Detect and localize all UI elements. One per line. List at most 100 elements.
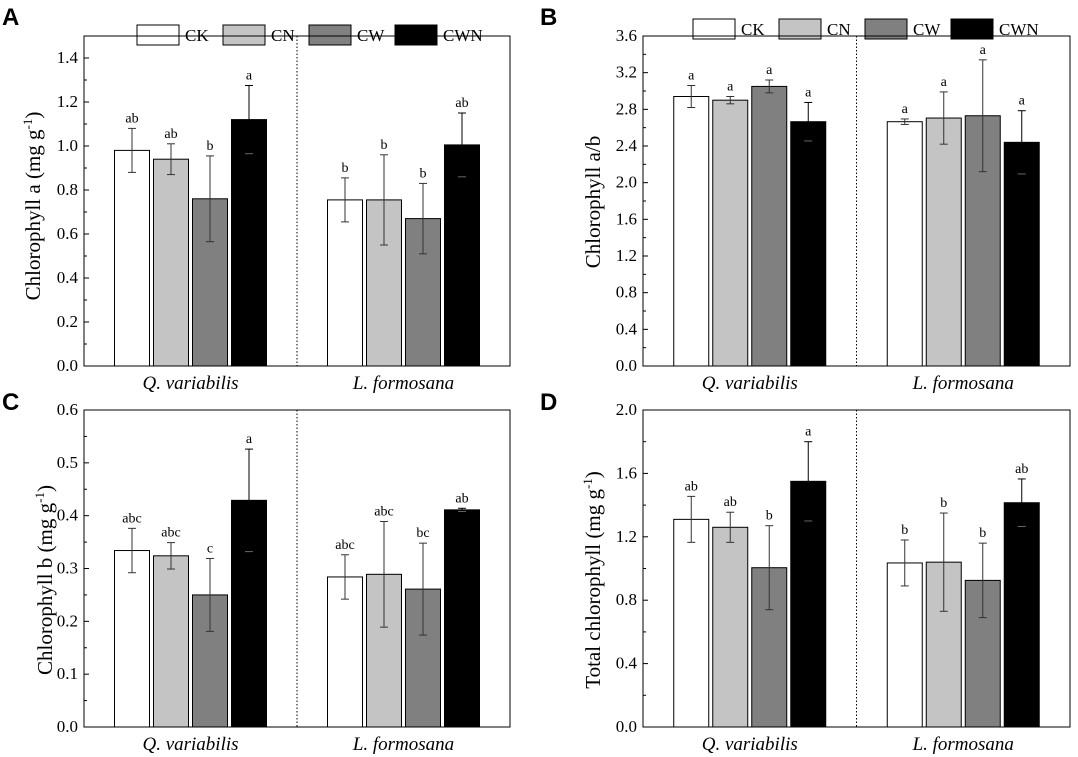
- significance-letter-cw-b: a: [766, 63, 773, 78]
- bar-ck-a: [327, 199, 363, 367]
- significance-letter-ck-c: abc: [335, 538, 354, 553]
- category-label-d: Q. variabilis: [702, 734, 798, 755]
- panel-a: A CK CN CW CWN 0.0 0.2 0.4 0.6 0.8 1.0 1.2 1.4 Q. v…: [2, 4, 511, 394]
- legend-swatch-ck: [692, 18, 736, 40]
- y-tick-label-b: 1.2: [616, 246, 637, 265]
- bar-cn-a: [153, 158, 189, 367]
- panel-letter-a: A: [2, 4, 19, 31]
- y-tick-label-a: 0.2: [57, 312, 78, 331]
- panel-letter-b: B: [540, 4, 557, 31]
- y-tick-label-c: 0.2: [57, 611, 78, 630]
- significance-letter-ck-d: ab: [685, 479, 698, 494]
- significance-letter-cw-b: a: [980, 43, 987, 58]
- y-tick-label-d: 1.2: [616, 527, 637, 546]
- category-label-d: L. formosana: [912, 734, 1014, 755]
- y-tick-label-a: 0.6: [57, 224, 78, 243]
- y-tick-label-b: 0.4: [616, 319, 638, 338]
- panel-b: B CK CN CW CWN 0.0 0.4 0.8 1.2 1.6 2.0 2.4 2.8 3.2 3…: [540, 4, 1071, 394]
- significance-letter-cn-b: a: [727, 80, 734, 95]
- bar-cwn-a: [231, 119, 267, 367]
- category-label-c: Q. variabilis: [142, 734, 238, 755]
- plot-frame-d: [642, 409, 1071, 728]
- significance-letter-cn-c: abc: [374, 504, 393, 519]
- panel-letter-d: D: [540, 389, 557, 416]
- significance-letter-cwn-d: ab: [1015, 462, 1028, 477]
- y-tick-label-a: 1.4: [57, 48, 79, 67]
- legend-label-cn: CN: [827, 20, 851, 39]
- y-tick-label-c: 0.0: [57, 717, 78, 736]
- bar-ck-b: [886, 121, 923, 367]
- bar-cn-d: [712, 526, 749, 728]
- legend-label-ck: CK: [741, 20, 765, 39]
- y-axis-label-c: Chlorophyll b (mg g-1): [32, 485, 57, 675]
- significance-letter-cwn-a: a: [246, 69, 253, 84]
- bar-ck-c: [327, 576, 363, 728]
- category-label-b: Q. variabilis: [702, 373, 798, 394]
- y-tick-label-b: 3.6: [616, 26, 637, 45]
- y-tick-label-b: 1.6: [616, 209, 637, 228]
- bar-cn-b: [712, 99, 749, 367]
- significance-letter-cwn-b: a: [805, 85, 812, 100]
- y-tick-label-b: 3.2: [616, 63, 637, 82]
- y-tick-label-c: 0.1: [57, 664, 78, 683]
- chart-a: 0.00.20.40.60.81.01.21.4Q. variabilisaba…: [57, 36, 480, 394]
- y-tick-label-b: 2.8: [616, 99, 637, 118]
- y-tick-label-a: 1.0: [57, 136, 78, 155]
- y-axis-label-a: Chlorophyll a (mg g-1): [20, 112, 45, 301]
- legend-swatch-ck: [136, 24, 180, 46]
- legend-label-cwn: CWN: [999, 20, 1039, 39]
- chart-c: 0.00.10.20.30.40.50.6Q. variabilisabcabc…: [57, 400, 480, 755]
- y-tick-label-b: 0.8: [616, 283, 637, 302]
- y-tick-label-d: 0.8: [616, 590, 637, 609]
- bar-ck-d: [673, 518, 710, 728]
- panel-c: C 0.00.10.20.30.40.50.6Q. variabilisabca…: [2, 389, 511, 755]
- y-tick-label-a: 0.8: [57, 180, 78, 199]
- y-tick-label-d: 1.6: [616, 463, 637, 482]
- y-axis-label-d: Total chlorophyll (mg g-1): [580, 471, 605, 689]
- significance-letter-ck-c: abc: [122, 511, 141, 526]
- legend-swatch-cn: [222, 24, 266, 46]
- bar-cw-b: [751, 85, 788, 367]
- bar-cwn-d: [1003, 502, 1040, 728]
- bar-ck-d: [886, 562, 923, 728]
- significance-letter-ck-b: a: [902, 102, 909, 117]
- y-tick-label-b: 2.4: [616, 136, 638, 155]
- significance-letter-ck-b: a: [688, 69, 695, 84]
- significance-letter-cw-c: bc: [416, 526, 429, 541]
- bar-cwn-b: [790, 121, 827, 367]
- significance-letter-cwn-c: a: [246, 432, 253, 447]
- y-tick-label-c: 0.4: [57, 506, 79, 525]
- significance-letter-cwn-a: ab: [455, 96, 468, 111]
- y-tick-label-b: 2.0: [616, 173, 637, 192]
- y-tick-label-a: 0.4: [57, 268, 79, 287]
- significance-letter-cn-c: abc: [161, 526, 180, 541]
- significance-letter-cw-a: b: [420, 166, 427, 181]
- y-tick-label-b: 0.0: [616, 356, 637, 375]
- legend-swatch-cw: [864, 18, 908, 40]
- panel-letter-c: C: [2, 389, 19, 416]
- significance-letter-ck-a: b: [342, 161, 349, 176]
- bar-ck-a: [114, 149, 150, 367]
- y-tick-label-d: 0.0: [616, 717, 637, 736]
- bar-cn-c: [153, 555, 189, 728]
- significance-letter-cw-d: b: [979, 526, 986, 541]
- significance-letter-cw-d: b: [766, 509, 773, 524]
- bar-cwn-b: [1003, 141, 1040, 367]
- legend-label-cw: CW: [913, 20, 941, 39]
- y-tick-label-d: 2.0: [616, 400, 637, 419]
- y-tick-label-a: 0.0: [57, 356, 78, 375]
- bar-ck-b: [673, 96, 710, 367]
- significance-letter-cwn-c: ab: [455, 491, 468, 506]
- significance-letter-cw-a: b: [207, 139, 214, 154]
- significance-letter-cwn-d: a: [805, 425, 812, 440]
- y-tick-label-c: 0.6: [57, 400, 78, 419]
- bar-cwn-c: [444, 509, 480, 728]
- significance-letter-cn-a: b: [381, 138, 388, 153]
- legend-b: CK CN CW CWN: [692, 18, 1039, 40]
- category-label-a: Q. variabilis: [142, 373, 238, 394]
- legend-swatch-cw: [308, 24, 352, 46]
- legend-a: CK CN CW CWN: [136, 24, 483, 46]
- y-tick-label-c: 0.5: [57, 453, 78, 472]
- legend-swatch-cwn: [394, 24, 438, 46]
